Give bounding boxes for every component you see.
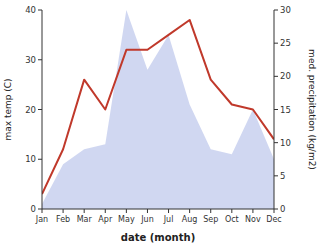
- y2-tick-label: 5: [280, 171, 285, 181]
- x-axis: [42, 209, 274, 210]
- y-tick-label: 40: [25, 5, 36, 15]
- y2-axis-label: med. precipitation (kg/m2): [307, 49, 317, 170]
- x-tick-label: Jul: [163, 215, 174, 224]
- x-tick: [147, 209, 148, 213]
- y2-tick-label: 15: [280, 105, 291, 115]
- y-tick-label: 0: [31, 204, 36, 214]
- x-tick: [274, 209, 275, 213]
- y-tick-label: 10: [25, 154, 36, 164]
- y-tick: [38, 209, 42, 210]
- y2-tick: [274, 142, 278, 143]
- x-tick-label: Oct: [225, 215, 239, 224]
- x-tick-label: Jun: [140, 215, 154, 224]
- x-tick: [168, 209, 169, 213]
- x-tick: [63, 209, 64, 213]
- x-axis-label: date (month): [121, 232, 195, 243]
- y2-tick-label: 0: [280, 204, 285, 214]
- x-tick-label: Nov: [245, 215, 261, 224]
- x-tick-label: Mar: [77, 215, 93, 224]
- y-tick-label: 20: [25, 105, 36, 115]
- x-tick-label: May: [118, 215, 135, 224]
- y2-tick: [274, 76, 278, 77]
- x-tick: [42, 209, 43, 213]
- x-tick-label: Apr: [98, 215, 113, 224]
- y-tick: [38, 10, 42, 11]
- x-tick-label: Aug: [182, 215, 198, 224]
- y2-tick: [274, 109, 278, 110]
- chart: 0 10 20 30 40 0 5 10 15 20 25 30 Jan Feb Mar Apr May Jun J…: [0, 0, 318, 247]
- y2-tick-label: 25: [280, 38, 291, 48]
- x-tick: [252, 209, 253, 213]
- x-tick-label: Dec: [266, 215, 281, 224]
- x-tick: [231, 209, 232, 213]
- plot-area: [42, 10, 274, 209]
- y-tick-label: 30: [25, 55, 36, 65]
- x-tick: [210, 209, 211, 213]
- chart-container: 0 10 20 30 40 0 5 10 15 20 25 30 Jan Feb Mar Apr May Jun J…: [0, 0, 318, 247]
- y2-tick: [274, 43, 278, 44]
- x-tick: [105, 209, 106, 213]
- y2-tick-label: 10: [280, 138, 291, 148]
- y-tick: [38, 159, 42, 160]
- temperature-line: [42, 20, 274, 194]
- x-tick: [84, 209, 85, 213]
- y-tick: [38, 59, 42, 60]
- x-tick: [126, 209, 127, 213]
- y2-tick: [274, 209, 278, 210]
- x-tick-label: Jan: [35, 215, 48, 224]
- y-axis-label: max temp (C): [3, 78, 13, 140]
- y2-tick: [274, 10, 278, 11]
- y-tick: [38, 109, 42, 110]
- x-tick-label: Feb: [56, 215, 70, 224]
- y2-tick: [274, 175, 278, 176]
- y2-tick-label: 30: [280, 5, 291, 15]
- y2-tick-label: 20: [280, 71, 291, 81]
- x-tick-label: Sep: [203, 215, 218, 224]
- x-tick: [189, 209, 190, 213]
- precipitation-area: [42, 10, 274, 209]
